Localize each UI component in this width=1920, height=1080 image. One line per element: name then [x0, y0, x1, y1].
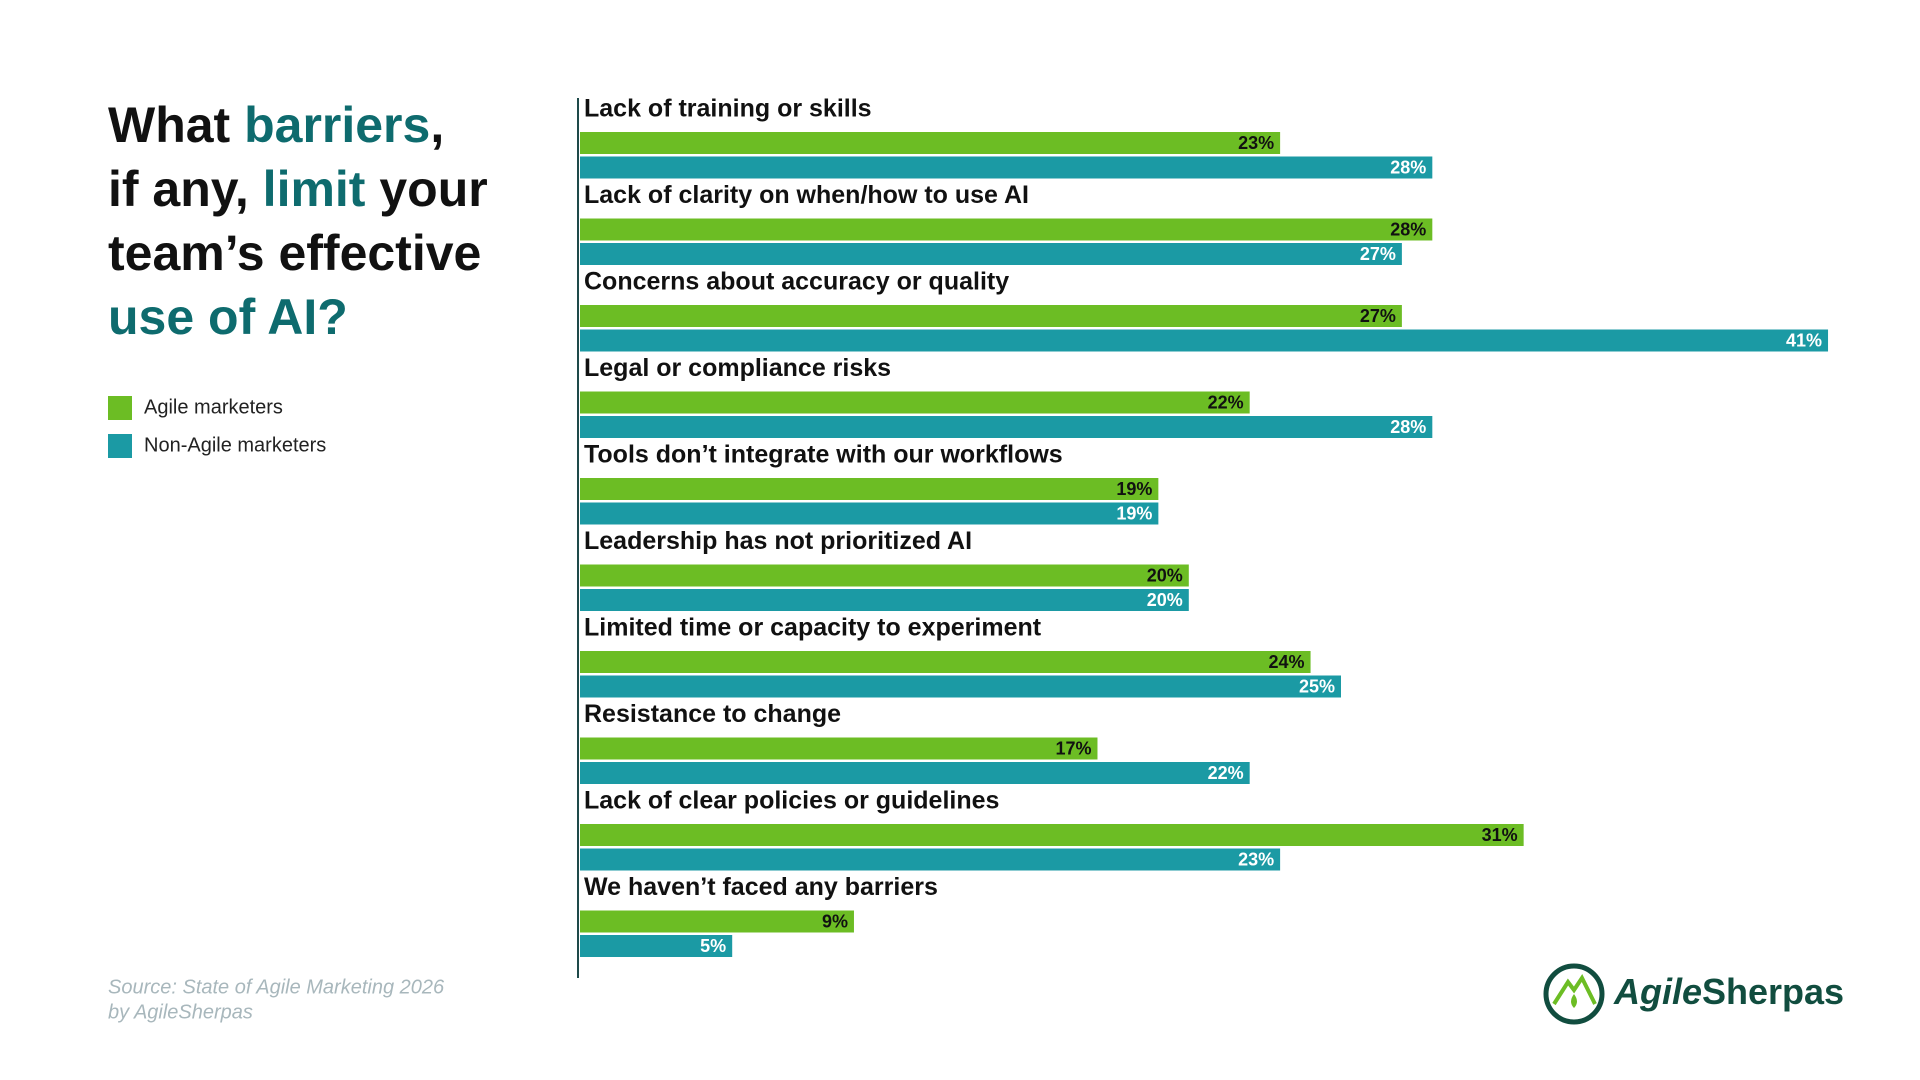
chart-title-line: if any, limit your [108, 161, 488, 217]
logo-text: AgileSherpas [1613, 971, 1844, 1012]
logo-drop [1571, 994, 1577, 1008]
bar [580, 502, 1159, 525]
bar [580, 478, 1159, 500]
bar [580, 132, 1281, 154]
bar [580, 824, 1524, 846]
bar [580, 564, 1189, 587]
category-label: We haven’t faced any barriers [584, 873, 938, 901]
chart-title-line: team’s effective [108, 225, 481, 281]
value-label: 25% [1299, 676, 1335, 696]
bar [580, 391, 1250, 414]
legend-swatch [108, 434, 132, 458]
title-text: team’s effective [108, 225, 481, 281]
bar [580, 737, 1098, 760]
category-label: Leadership has not prioritized AI [584, 527, 972, 555]
value-label: 28% [1390, 157, 1426, 177]
title-accent: barriers [244, 97, 430, 153]
value-label: 22% [1208, 392, 1244, 412]
category-label: Resistance to change [584, 700, 841, 728]
value-label: 31% [1482, 825, 1518, 845]
legend-swatch [108, 396, 132, 420]
legend-label: Agile marketers [144, 396, 283, 418]
bar [580, 675, 1341, 698]
value-label: 24% [1269, 652, 1305, 672]
value-label: 9% [822, 911, 848, 931]
value-label: 19% [1116, 479, 1152, 499]
value-label: 19% [1116, 503, 1152, 523]
value-label: 22% [1208, 763, 1244, 783]
chart-title-line: use of AI? [108, 289, 348, 345]
category-label: Lack of training or skills [584, 95, 872, 123]
bar [580, 762, 1250, 784]
bar [580, 935, 733, 957]
title-accent: use of AI? [108, 289, 348, 345]
value-label: 20% [1147, 565, 1183, 585]
bar [580, 329, 1829, 352]
value-label: 27% [1360, 306, 1396, 326]
category-label: Lack of clarity on when/how to use AI [584, 181, 1029, 209]
category-label: Concerns about accuracy or quality [584, 268, 1009, 296]
legend-label: Non-Agile marketers [144, 434, 326, 456]
source: by AgileSherpas [108, 1001, 253, 1023]
value-label: 5% [700, 936, 726, 956]
title-text: your [365, 161, 487, 217]
bar [580, 651, 1311, 673]
bar [580, 589, 1189, 611]
bar [580, 218, 1433, 241]
chart-title-line: What barriers, [108, 97, 444, 153]
title-accent: limit [263, 161, 366, 217]
category-label: Tools don’t integrate with our workflows [584, 441, 1063, 469]
bar [580, 848, 1281, 871]
logo-prefix: Agile [1613, 971, 1702, 1012]
category-label: Lack of clear policies or guidelines [584, 787, 999, 815]
source: Source: State of Agile Marketing 2026 [108, 976, 445, 998]
value-label: 20% [1147, 590, 1183, 610]
value-label: 28% [1390, 417, 1426, 437]
category-label: Limited time or capacity to experiment [584, 614, 1042, 642]
value-label: 41% [1786, 330, 1822, 350]
bar [580, 910, 854, 933]
title-text: , [430, 97, 444, 153]
logo-mountain [1552, 974, 1597, 1006]
logo-ring [1543, 963, 1605, 1025]
bar [580, 243, 1402, 265]
logo: AgileSherpas [1543, 963, 1844, 1025]
logo-suffix: Sherpas [1702, 971, 1844, 1012]
bar [580, 305, 1402, 327]
value-label: 28% [1390, 219, 1426, 239]
value-label: 27% [1360, 244, 1396, 264]
category-label: Legal or compliance risks [584, 354, 891, 382]
value-label: 23% [1238, 849, 1274, 869]
bar [580, 156, 1433, 179]
title-text: if any, [108, 161, 263, 217]
value-label: 23% [1238, 133, 1274, 153]
value-label: 17% [1055, 738, 1091, 758]
bar [580, 416, 1433, 438]
title-text: What [108, 97, 244, 153]
